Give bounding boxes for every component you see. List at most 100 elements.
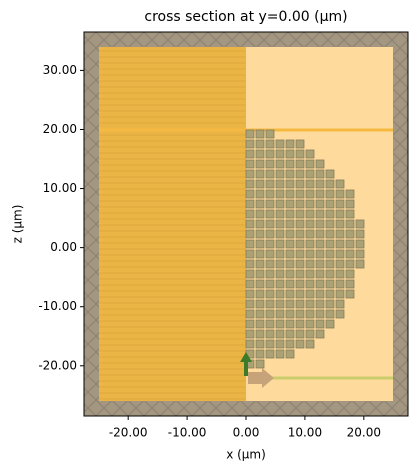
lattice-cell [265, 329, 275, 339]
lattice-cell [245, 159, 255, 169]
lattice-cell [255, 359, 265, 369]
lattice-cell [265, 239, 275, 249]
lattice-cell [245, 339, 255, 349]
lattice-cell [265, 189, 275, 199]
lattice-cell [245, 249, 255, 259]
lattice-cell [335, 189, 345, 199]
x-tick-label: 20.00 [347, 426, 381, 440]
lattice-cell [295, 329, 305, 339]
lattice-cell [255, 329, 265, 339]
lattice-cell [275, 149, 285, 159]
lattice-cell [255, 209, 265, 219]
y-tick-label: 30.00 [43, 63, 77, 77]
lattice-cell [255, 239, 265, 249]
lattice-cell [325, 239, 335, 249]
lattice-cell [285, 139, 295, 149]
lattice-cell [265, 309, 275, 319]
lattice-cell [245, 179, 255, 189]
lattice-cell [255, 169, 265, 179]
lattice-cell [325, 199, 335, 209]
lattice-cell [275, 269, 285, 279]
lattice-cell [315, 189, 325, 199]
lattice-cell [285, 319, 295, 329]
y-tick-label: 10.00 [43, 181, 77, 195]
lattice-cell [315, 199, 325, 209]
lattice-cell [305, 319, 315, 329]
lattice-cell [295, 269, 305, 279]
lattice-cell [335, 269, 345, 279]
lattice-cell [255, 249, 265, 259]
lattice-cell [275, 289, 285, 299]
x-tick-label: -10.00 [168, 426, 207, 440]
lattice-cell [285, 329, 295, 339]
lattice-cell [335, 199, 345, 209]
lattice-cell [285, 199, 295, 209]
lattice-cell [335, 219, 345, 229]
lattice-cell [305, 149, 315, 159]
lattice-cell [285, 339, 295, 349]
lattice-cell [245, 259, 255, 269]
lattice-cell [335, 259, 345, 269]
lattice-cell [265, 179, 275, 189]
lattice-cell [275, 239, 285, 249]
lattice-cell [265, 299, 275, 309]
lattice-cell [245, 279, 255, 289]
lattice-cell [295, 309, 305, 319]
lattice-cell [275, 219, 285, 229]
lattice-cell [325, 179, 335, 189]
lattice-cell [355, 249, 365, 259]
lattice-cell [285, 309, 295, 319]
lattice-cell [305, 249, 315, 259]
lattice-cell [305, 329, 315, 339]
lattice-cell [285, 249, 295, 259]
lattice-cell [285, 159, 295, 169]
lattice-cell [315, 209, 325, 219]
lattice-cell [255, 129, 265, 139]
lattice-cell [275, 349, 285, 359]
lattice-cell [315, 309, 325, 319]
lattice-cell [255, 149, 265, 159]
lattice-cell [285, 289, 295, 299]
substrate [99, 47, 246, 401]
lattice-cell [245, 219, 255, 229]
lattice-cell [345, 219, 355, 229]
lattice-cell [335, 299, 345, 309]
lattice-cell [285, 259, 295, 269]
lattice-cell [275, 299, 285, 309]
lattice-cell [255, 339, 265, 349]
lattice-cell [285, 169, 295, 179]
lattice-cell [275, 339, 285, 349]
lattice-cell [315, 259, 325, 269]
lattice-cell [345, 289, 355, 299]
lattice-cell [255, 349, 265, 359]
plot-area [84, 32, 408, 416]
lattice-cell [265, 209, 275, 219]
lattice-cell [295, 279, 305, 289]
lattice-cell [325, 259, 335, 269]
lattice-cell [245, 329, 255, 339]
lattice-cell [245, 299, 255, 309]
lattice-cell [305, 299, 315, 309]
y-tick-label: -10.00 [38, 299, 77, 313]
lattice-cell [315, 159, 325, 169]
lattice-cell [305, 169, 315, 179]
lattice-cell [335, 309, 345, 319]
lattice-cell [275, 279, 285, 289]
x-tick-label: -20.00 [109, 426, 148, 440]
lattice-cell [295, 159, 305, 169]
lattice-cell [265, 129, 275, 139]
y-tick-label: -20.00 [38, 358, 77, 372]
lattice-cell [305, 199, 315, 209]
x-tick-label: 10.00 [288, 426, 322, 440]
lattice-cell [325, 249, 335, 259]
lattice-cell [265, 289, 275, 299]
lattice-cell [255, 289, 265, 299]
x-tick-label: 0.00 [233, 426, 260, 440]
polarization-arrow [240, 352, 252, 376]
y-axis-label: z (μm) [11, 205, 25, 244]
lattice-cell [275, 159, 285, 169]
lattice-cell [315, 329, 325, 339]
lattice-cell [305, 159, 315, 169]
lattice-cell [255, 139, 265, 149]
